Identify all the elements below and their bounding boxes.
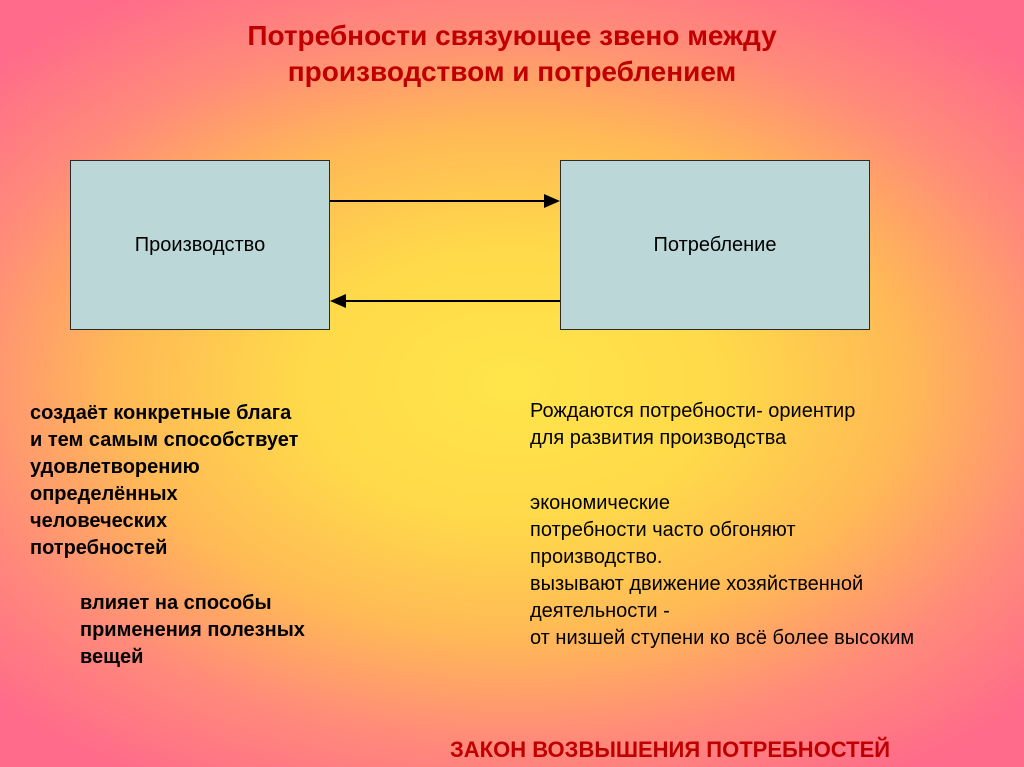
- arrow-top-head-icon: [544, 194, 560, 208]
- box-consumption-label: Потребление: [654, 234, 777, 257]
- slide-title: Потребности связующее звено между произв…: [0, 18, 1024, 91]
- consumption-desc-1: Рождаются потребности- ориентир для разв…: [530, 398, 855, 452]
- arrow-top: [330, 200, 546, 202]
- law-text: ЗАКОН ВОЗВЫШЕНИЯ ПОТРЕБНОСТЕЙ: [450, 735, 890, 765]
- production-desc-1: создаёт конкретные блага и тем самым спо…: [30, 400, 298, 562]
- box-production: Производство: [70, 160, 330, 330]
- arrow-bottom: [344, 300, 560, 302]
- production-desc-2: влияет на способы применения полезных ве…: [80, 590, 305, 671]
- arrow-bottom-head-icon: [330, 294, 346, 308]
- box-consumption: Потребление: [560, 160, 870, 330]
- consumption-desc-2: экономические потребности часто обгоняют…: [530, 490, 914, 652]
- box-production-label: Производство: [135, 234, 265, 257]
